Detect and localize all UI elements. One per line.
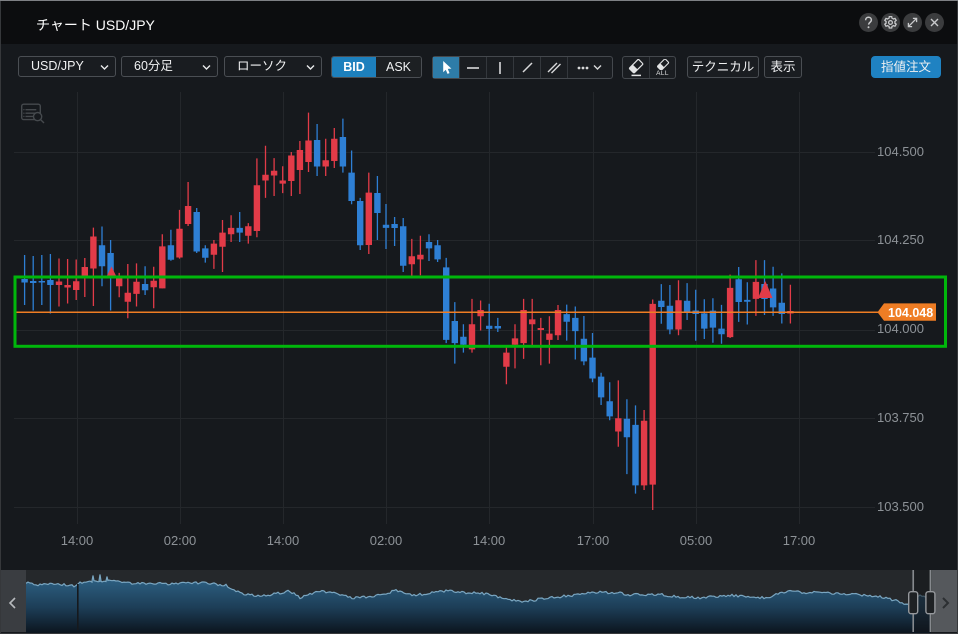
svg-text:17:00: 17:00 bbox=[783, 533, 816, 548]
svg-text:104.048: 104.048 bbox=[888, 306, 933, 320]
svg-text:14:00: 14:00 bbox=[473, 533, 506, 548]
svg-text:104.000: 104.000 bbox=[877, 321, 924, 336]
svg-text:14:00: 14:00 bbox=[267, 533, 300, 548]
svg-text:17:00: 17:00 bbox=[577, 533, 610, 548]
svg-text:104.500: 104.500 bbox=[877, 144, 924, 159]
svg-text:02:00: 02:00 bbox=[164, 533, 197, 548]
svg-text:14:00: 14:00 bbox=[61, 533, 94, 548]
svg-text:104.250: 104.250 bbox=[877, 232, 924, 247]
svg-text:05:00: 05:00 bbox=[680, 533, 713, 548]
svg-text:103.500: 103.500 bbox=[877, 499, 924, 514]
svg-text:02:00: 02:00 bbox=[370, 533, 403, 548]
svg-text:103.750: 103.750 bbox=[877, 410, 924, 425]
